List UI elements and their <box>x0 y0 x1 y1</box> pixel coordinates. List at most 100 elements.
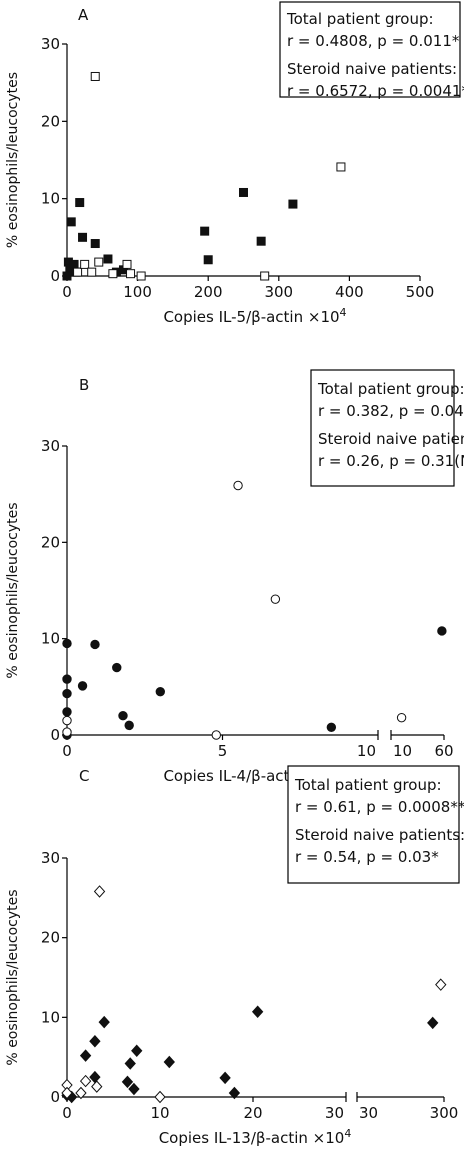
data-point <box>112 662 122 673</box>
data-point <box>79 1049 92 1062</box>
stats-group-label: Total patient group: <box>286 10 434 28</box>
data-point <box>108 269 118 279</box>
stats-box <box>287 765 460 884</box>
x-tick-label: 300 <box>430 1104 459 1122</box>
data-point <box>427 1016 439 1030</box>
y-tick-label: 30 <box>41 35 60 53</box>
x-tick-label: 30 <box>325 1104 344 1122</box>
x-tick-label: 0 <box>62 1104 72 1122</box>
data-point <box>128 1082 140 1096</box>
stats-value: r = 0.54, p = 0.03* <box>295 848 439 866</box>
data-point <box>62 271 72 281</box>
data-point <box>155 686 166 697</box>
data-point <box>233 480 243 491</box>
data-point <box>94 257 104 267</box>
panel-label: A <box>78 6 89 24</box>
y-axis-title: % eosinophils/leucocytes <box>5 72 21 248</box>
x-tick-label: 5 <box>218 742 228 760</box>
stats-group-label: Total patient group: <box>294 776 442 794</box>
x-tick-label: 0 <box>62 283 72 301</box>
data-point <box>122 259 132 269</box>
panel-label: B <box>79 376 89 394</box>
data-point <box>61 1086 73 1100</box>
data-point <box>62 638 72 649</box>
stats-value: r = 0.6572, p = 0.0041** <box>287 82 464 100</box>
data-point <box>211 730 221 740</box>
x-axis-title-superscript: 4 <box>340 306 347 319</box>
data-point <box>103 254 113 264</box>
y-tick-label: 20 <box>41 533 60 551</box>
data-point <box>90 71 100 81</box>
x-axis-title: Copies IL-13/β-actin ×104 <box>159 1127 352 1147</box>
y-tick-label: 0 <box>50 267 60 285</box>
y-axis-title: % eosinophils/leucocytes <box>5 889 21 1065</box>
data-point <box>435 978 447 991</box>
data-point <box>87 267 97 277</box>
y-tick-label: 30 <box>41 437 60 455</box>
data-point <box>126 269 136 279</box>
y-tick-label: 10 <box>41 1008 60 1026</box>
x-tick-label: 400 <box>335 283 364 301</box>
data-point <box>75 1086 87 1100</box>
data-point <box>131 1044 143 1058</box>
data-point <box>219 1071 231 1085</box>
data-point <box>270 594 281 604</box>
data-point <box>256 236 266 246</box>
x-tick-label: 10 <box>357 742 376 760</box>
data-point <box>136 271 146 281</box>
x-tick-label: 20 <box>243 1104 262 1122</box>
data-point <box>154 1090 166 1104</box>
x-tick-label: 100 <box>123 283 152 301</box>
y-tick-label: 20 <box>41 929 60 947</box>
stats-value: r = 0.61, p = 0.0008*** <box>295 798 464 816</box>
data-point <box>62 707 72 717</box>
data-point <box>90 639 100 650</box>
data-point <box>437 626 447 636</box>
x-tick-label: 300 <box>264 283 293 301</box>
y-tick-label: 10 <box>41 190 60 208</box>
data-point <box>75 198 85 208</box>
stats-value: r = 0.26, p = 0.31(NS) <box>318 452 464 470</box>
data-point <box>396 712 407 723</box>
data-point <box>260 271 270 281</box>
stats-group-label: Steroid naive patients: <box>287 60 457 78</box>
x-tick-label: 200 <box>194 283 223 301</box>
y-tick-label: 0 <box>50 1088 60 1106</box>
stats-box <box>310 369 455 487</box>
y-axis-title: % eosinophils/leucocytes <box>5 502 21 678</box>
x-tick-label: 60 <box>434 742 453 760</box>
y-tick-label: 20 <box>41 112 60 130</box>
x-tick-label: 500 <box>406 283 435 301</box>
x-tick-label: 10 <box>150 1104 169 1122</box>
x-axis-title: Copies IL-5/β-actin ×104 <box>163 306 346 326</box>
data-point <box>80 259 90 269</box>
y-tick-label: 10 <box>41 630 60 648</box>
data-point <box>239 187 248 197</box>
y-tick-label: 30 <box>41 849 60 867</box>
data-point <box>62 688 72 699</box>
data-point <box>79 1074 92 1088</box>
x-tick-label: 10 <box>393 742 412 760</box>
data-point <box>228 1086 241 1100</box>
data-point <box>200 226 210 236</box>
stats-group-label: Steroid naive patients: <box>318 430 464 448</box>
data-point <box>62 727 72 737</box>
x-axis-title-superscript: 4 <box>344 1127 351 1140</box>
data-point <box>90 239 100 249</box>
stats-group-label: Steroid naive patients: <box>295 826 464 844</box>
x-tick-label: 0 <box>62 742 72 760</box>
data-point <box>326 722 337 732</box>
data-point <box>73 267 83 277</box>
data-point <box>124 720 134 731</box>
x-tick-label: 30 <box>359 1104 378 1122</box>
data-point <box>124 1057 136 1070</box>
data-point <box>93 885 106 898</box>
data-point <box>89 1070 101 1084</box>
data-point <box>98 1015 110 1029</box>
stats-box <box>279 1 461 98</box>
data-point <box>62 715 72 726</box>
data-point <box>69 259 79 269</box>
